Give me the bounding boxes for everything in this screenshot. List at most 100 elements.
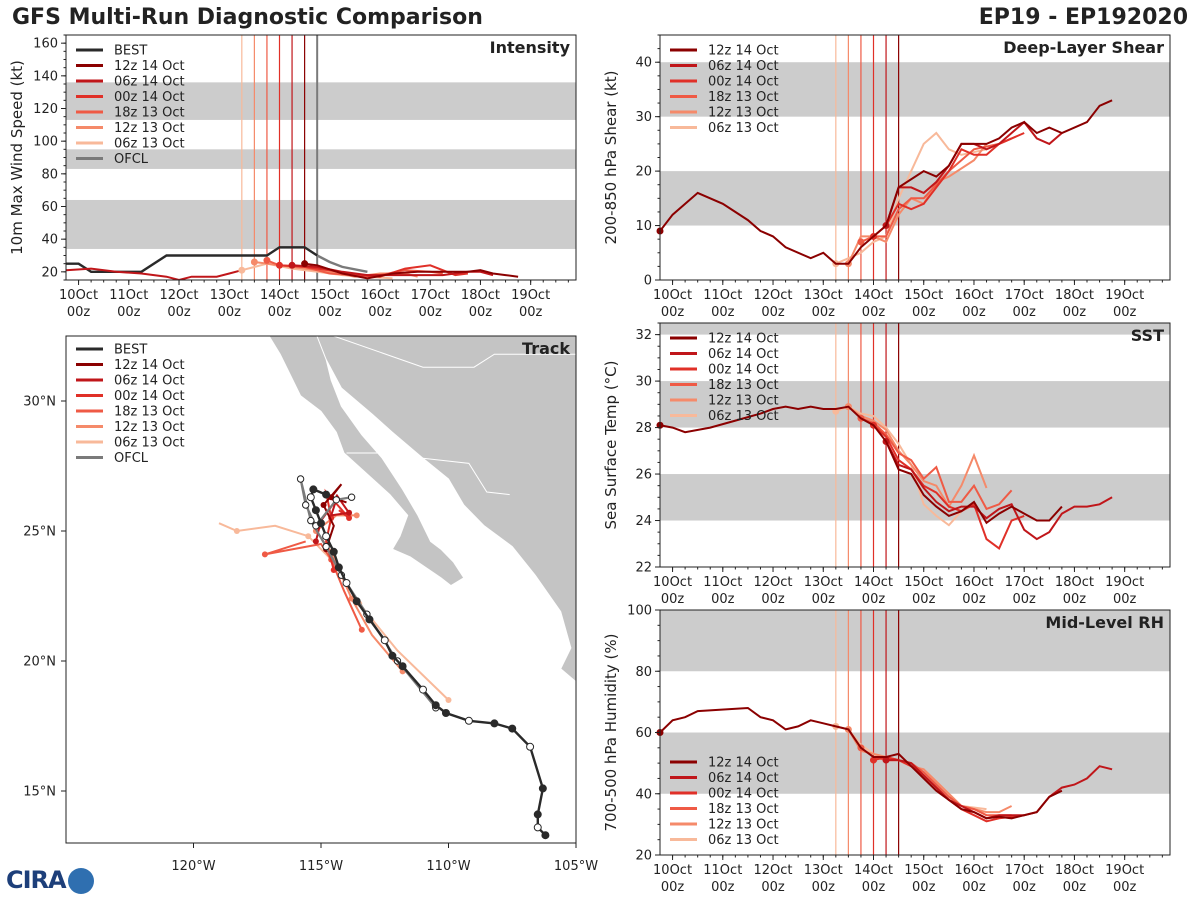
track-best-point [365,615,374,624]
track-best-point [431,701,440,710]
track-title: Track [522,339,570,358]
rh-xtick-label: 00z [912,880,936,895]
shear-ytick-label: 0 [644,274,652,289]
intensity-xtick-label: 17Oct [411,288,450,303]
track-ofcl-point [347,493,356,501]
sst-xtick-label: 14Oct [854,575,893,590]
intensity-xtick-label: 00z [419,305,443,320]
rh-legend-label: 12z 14 Oct [708,756,779,771]
track-series-point [346,515,353,521]
intensity-xtick-label: 00z [167,305,191,320]
sst-ytick-label: 26 [635,468,652,483]
mainland-mexico [274,336,576,683]
rh-xtick-label: 00z [812,880,836,895]
rh-xtick-label: 00z [1013,880,1037,895]
rh-xtick-label: 00z [1113,880,1137,895]
shear-legend-label: 00z 14 Oct [708,75,779,90]
track-lat-label: 15°N [23,785,56,800]
rh-xtick-label: 00z [661,880,685,895]
shear-series-line [860,137,1013,243]
sst-legend-label: 00z 14 Oct [708,363,779,378]
intensity-ylabel: 10m Max Wind Speed (kt) [8,60,26,255]
intensity-ytick-label: 120 [33,102,58,117]
sst-frame [659,322,1171,568]
shear-xtick-label: 00z [761,305,785,320]
rh-title: Mid-Level RH [1045,613,1164,632]
sst-xtick-label: 00z [912,592,936,607]
track-panel: 120°W 115°W 110°W 105°W 15°N 20°N 25°N 30°N Trac… [23,335,598,874]
intensity-legend-label: BEST [114,44,147,59]
intensity-xtick-label: 00z [469,305,493,320]
track-legend-label: 00z 14 Oct [114,389,185,404]
rh-xtick-label: 00z [711,880,735,895]
track-lat-label: 30°N [23,395,56,410]
intensity-title: Intensity [490,38,571,57]
track-best-point [388,651,397,660]
intensity-xtick-label: 00z [67,305,91,320]
rh-ytick-label: 60 [635,726,652,741]
track-legend-label: 18z 13 Oct [114,405,185,420]
shear-xtick-label: 00z [962,305,986,320]
intensity-ytick-label: 160 [33,37,58,52]
shear-xtick-label: 00z [711,305,735,320]
track-legend-label: 12z 13 Oct [114,420,185,435]
rh-ytick-label: 100 [627,604,652,619]
storm-id-title: EP19 - EP192020 [978,5,1188,30]
intensity-ytick-label: 60 [41,200,58,215]
intensity-xtick-label: 00z [368,305,392,320]
track-best-point [490,719,499,728]
track-lon-label: 120°W [171,859,215,874]
rh-series-start-point [882,756,890,764]
intensity-band [66,149,576,169]
land-masses [268,336,576,683]
rh-xtick-label: 13Oct [804,863,843,878]
intensity-ofcl-series [316,254,368,273]
track-legend-label: 06z 13 Oct [114,436,185,451]
intensity-xtick-label: 10Oct [59,288,98,303]
intensity-xtick-label: 12Oct [160,288,199,303]
intensity-legend-label: 00z 14 Oct [114,90,185,105]
intensity-series-start-point [301,260,309,268]
shear-series-start-point [857,238,865,246]
sst-legend-label: 06z 13 Oct [708,409,779,424]
shear-legend-label: 06z 13 Oct [708,121,779,136]
sst-series-line [872,424,1025,550]
shear-xtick-label: 13Oct [804,288,843,303]
shear-xtick-label: 11Oct [703,288,742,303]
intensity-ytick-label: 80 [41,167,58,182]
sst-ytick-label: 22 [635,561,652,576]
rh-series-start-point [869,756,877,764]
shear-ylabel: 200-850 hPa Shear (kt) [602,71,620,245]
intensity-xtick-label: 00z [218,305,242,320]
track-series-point [233,528,240,534]
intensity-series-start-point [288,261,296,269]
track-ofcl-point [322,542,330,551]
shear-xtick-label: 15Oct [904,288,943,303]
shear-xtick-label: 18Oct [1055,288,1094,303]
sst-xtick-label: 00z [761,592,785,607]
rh-series-line [886,759,1113,820]
shear-xtick-label: 00z [862,305,886,320]
shear-title: Deep-Layer Shear [1003,38,1164,57]
rh-xtick-label: 17Oct [1005,863,1044,878]
sst-ylabel: Sea Surface Temp (°C) [602,360,620,529]
sst-xtick-label: 00z [812,592,836,607]
rh-xtick-label: 00z [761,880,785,895]
intensity-xtick-label: 14Oct [260,288,299,303]
shear-xtick-label: 00z [812,305,836,320]
shear-band [660,62,1170,117]
shear-panel: 0 10 20 30 40 10Oct 00z 11Oct 00z 12Oct 00z 13Oct 00… [602,34,1171,320]
track-legend-label: OFCL [114,451,149,466]
shear-series-line [835,131,987,265]
baja-california [268,336,465,587]
intensity-ytick-label: 140 [33,69,58,84]
track-best-point [526,742,535,751]
track-lat-label: 25°N [23,525,56,540]
track-best-point [541,831,550,840]
intensity-xtick-label: 15Oct [310,288,349,303]
page-title: GFS Multi-Run Diagnostic Comparison [12,5,483,30]
shear-legend-label: 06z 14 Oct [708,59,779,74]
rh-ylabel: 700-500 hPa Humidity (%) [602,633,620,831]
intensity-xtick-label: 00z [519,305,543,320]
track-series-line [218,522,450,701]
